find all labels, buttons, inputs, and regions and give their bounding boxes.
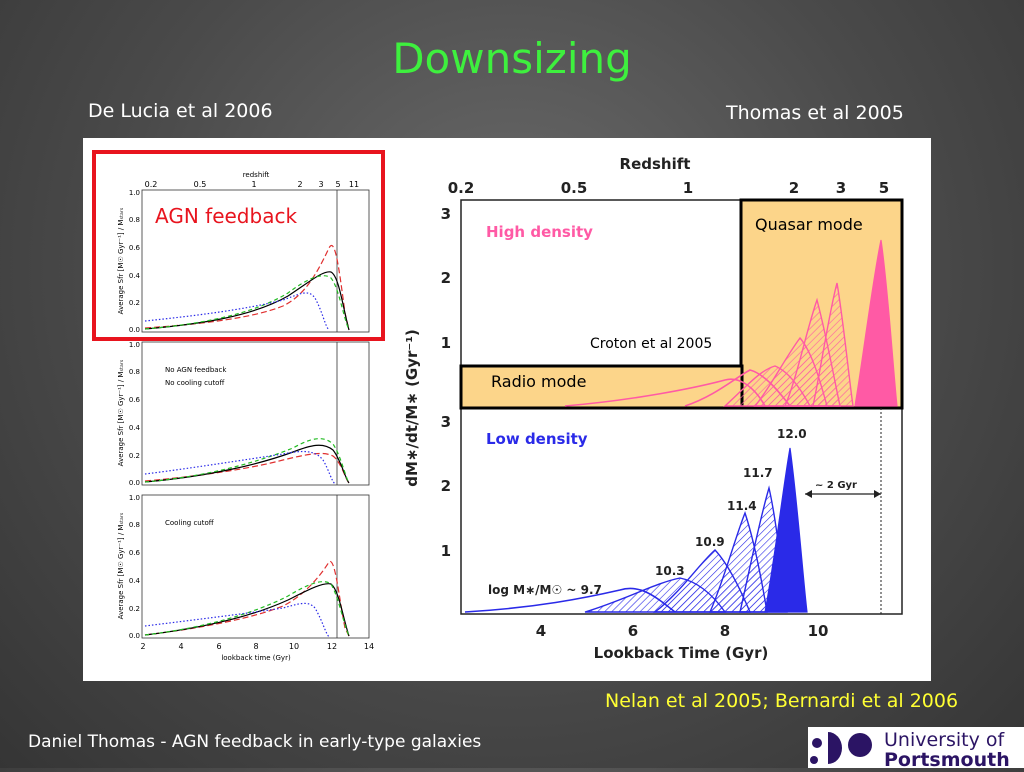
right-x-tick: 6 [628, 622, 638, 640]
mass-label-base: log M∗/M☉ ~ 9.7 [488, 583, 602, 597]
university-logo: University of Portsmouth [808, 727, 1024, 771]
de-lucia-figure: redshift 0.2 0.5 1 2 3 5 11 0.0 0.2 0.4 … [83, 138, 385, 681]
left-subplot-1 [141, 189, 370, 333]
left-subplot-3 [141, 494, 370, 639]
y-tick: 0.8 [129, 216, 140, 224]
y-tick: 0.6 [129, 244, 141, 252]
right-x-label: Lookback Time (Gyr) [594, 644, 769, 662]
agn-feedback-label: AGN feedback [155, 204, 297, 228]
y-tick: 0.0 [129, 479, 140, 487]
y-tick: 0.4 [129, 424, 141, 432]
right-x-tick: 10 [808, 622, 829, 640]
panel2-note: No AGN feedback [165, 366, 227, 374]
left-redshift-tick: 5 [335, 180, 340, 189]
y-tick: 0.0 [129, 326, 140, 334]
logo-dot-icon [812, 738, 822, 748]
left-x-tick: 10 [289, 642, 299, 651]
right-x-tick: 8 [720, 622, 730, 640]
croton-label: Croton et al 2005 [590, 336, 712, 352]
left-x-tick: 6 [216, 642, 221, 651]
left-subplot-2 [141, 341, 370, 486]
right-top-axis-label: Redshift [620, 155, 691, 173]
y-tick: 0.4 [129, 272, 141, 280]
y-tick: 0.6 [129, 396, 141, 404]
bottom-citation: Nelan et al 2005; Bernardi et al 2006 [605, 690, 959, 712]
panel2-note: No cooling cutoff [165, 379, 224, 387]
mass-label: 11.4 [727, 499, 757, 513]
quasar-mode-label: Quasar mode [755, 215, 863, 234]
y-tick: 0.2 [129, 299, 140, 307]
y-tick: 0.8 [129, 368, 140, 376]
agn-feedback-highlight [92, 150, 385, 341]
left-redshift-tick: 0.2 [145, 180, 158, 189]
left-citation: De Lucia et al 2006 [88, 100, 273, 122]
right-redshift-tick: 3 [836, 179, 846, 197]
low-density-label: Low density [486, 430, 588, 448]
mass-label: 10.3 [655, 564, 685, 578]
thomas-figure: Redshift 0.2 0.5 1 2 3 5 ~ 2 Gyr High de… [385, 138, 931, 681]
right-y-tick: 3 [441, 205, 451, 223]
y-tick: 0.2 [129, 452, 140, 460]
left-y-label: Average Sfr [M☉ Gyr⁻¹] / Mₛₜₐᵣₛ [117, 512, 125, 619]
left-x-tick: 14 [364, 642, 374, 651]
slide-title: Downsizing [392, 34, 632, 83]
y-tick: 1.0 [129, 341, 140, 349]
right-y-tick: 2 [441, 269, 451, 287]
y-tick: 0.0 [129, 632, 140, 640]
gyr-label: ~ 2 Gyr [815, 480, 857, 491]
right-citation: Thomas et al 2005 [726, 102, 904, 124]
right-redshift-tick: 5 [879, 179, 889, 197]
left-x-label: lookback time (Gyr) [221, 654, 291, 662]
high-density-label: High density [486, 223, 593, 241]
y-tick: 0.6 [129, 549, 141, 557]
right-redshift-tick: 2 [789, 179, 799, 197]
mass-label: 12.0 [777, 427, 807, 441]
slide-footer: Daniel Thomas - AGN feedback in early-ty… [28, 732, 482, 752]
low-density-peak [764, 447, 808, 613]
left-redshift-tick: 3 [318, 180, 323, 189]
y-tick: 1.0 [129, 494, 140, 502]
left-redshift-tick: 1 [251, 180, 256, 189]
left-redshift-tick: 0.5 [194, 180, 207, 189]
radio-mode-label: Radio mode [491, 372, 586, 391]
high-density-peak [854, 239, 898, 407]
left-top-axis-label: redshift [243, 171, 270, 179]
panel3-note: Cooling cutoff [165, 519, 214, 527]
right-redshift-tick: 1 [683, 179, 693, 197]
right-y-tick: 1 [441, 542, 451, 560]
right-y-tick: 2 [441, 477, 451, 495]
left-redshift-tick: 2 [297, 180, 302, 189]
left-redshift-tick: 11 [349, 180, 359, 189]
right-y-tick: 1 [441, 334, 451, 352]
y-tick: 0.8 [129, 521, 140, 529]
right-x-tick: 4 [536, 622, 546, 640]
left-y-label: Average Sfr [M☉ Gyr⁻¹] / Mₛₜₐᵣₛ [117, 359, 125, 466]
mass-label: 11.7 [743, 466, 773, 480]
mass-label: 10.9 [695, 535, 725, 549]
y-tick: 0.2 [129, 605, 140, 613]
logo-line1: University of [884, 729, 1006, 751]
right-redshift-tick: 0.5 [561, 179, 588, 197]
y-tick: 1.0 [129, 189, 140, 197]
y-tick: 0.4 [129, 577, 141, 585]
left-x-tick: 12 [327, 642, 337, 651]
right-y-tick: 3 [441, 413, 451, 431]
left-x-tick: 2 [140, 642, 145, 651]
left-x-tick: 4 [178, 642, 183, 651]
logo-line2: Portsmouth [884, 749, 1010, 768]
left-x-tick: 8 [253, 642, 258, 651]
right-y-label: dM∗/dt/M∗ (Gyr⁻¹) [403, 329, 421, 487]
left-y-label: Average Sfr [M☉ Gyr⁻¹] / Mₛₜₐᵣₛ [117, 207, 125, 314]
right-redshift-tick: 0.2 [448, 179, 475, 197]
